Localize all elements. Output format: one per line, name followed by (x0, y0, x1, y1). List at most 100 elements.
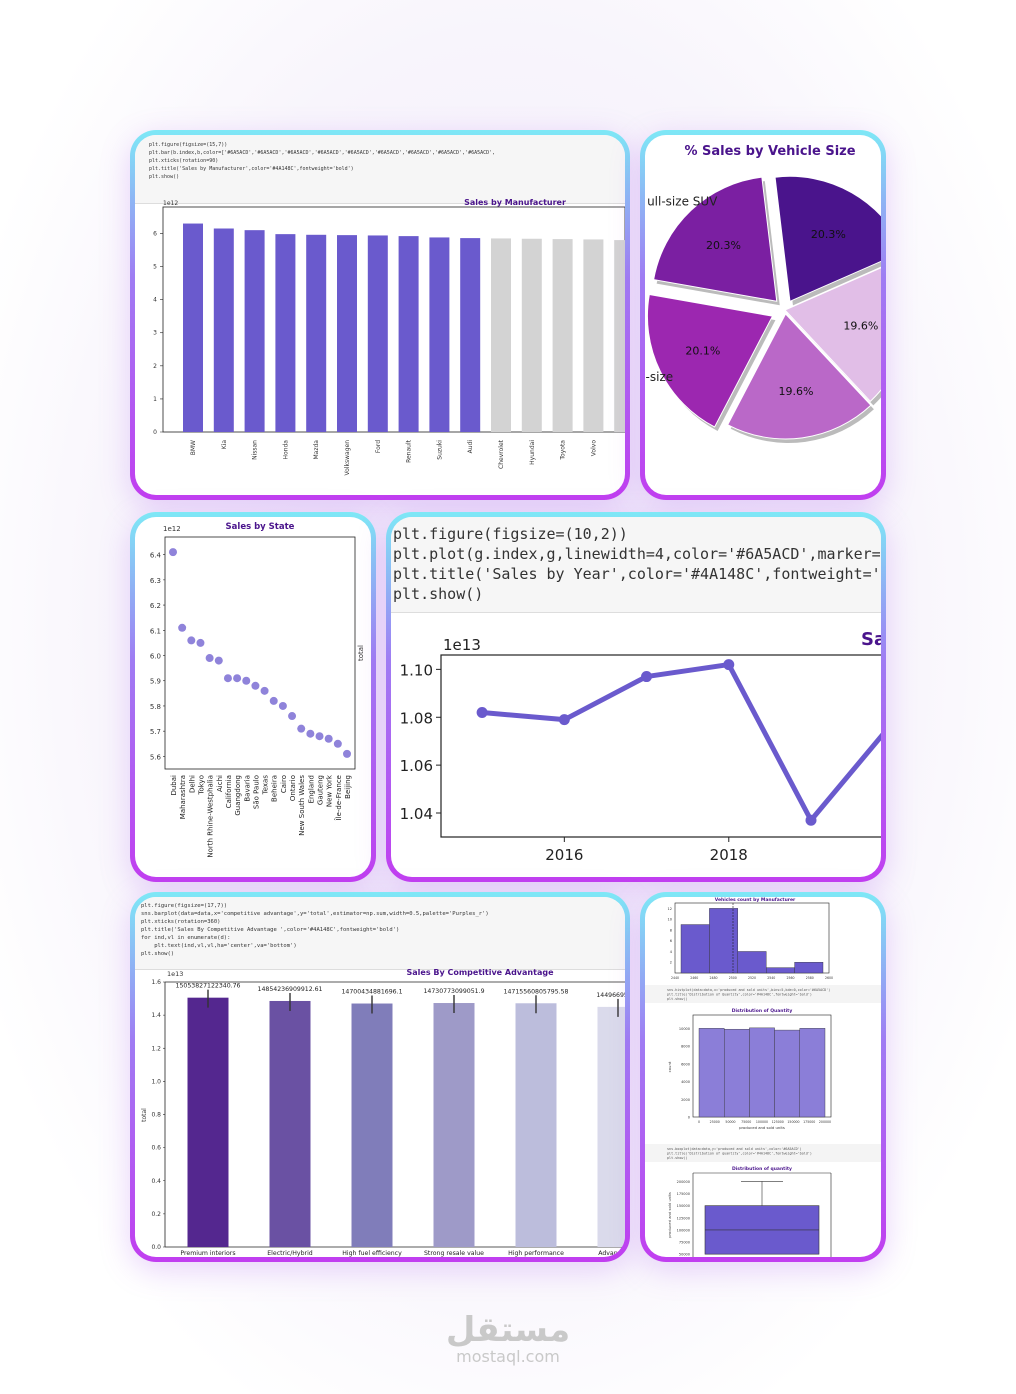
year-code-cell: plt.figure(figsize=(10,2)) plt.plot(g.ind… (391, 517, 881, 613)
x-tick-label: Suzuki (436, 440, 443, 460)
x-tick-label: BMW (190, 440, 197, 455)
bar (213, 228, 234, 432)
offset-label: 1e12 (163, 200, 178, 207)
hist2-y-tick: 0 (688, 1116, 690, 1120)
distribution-panel: Vehicles count by Manufacturer 2 4 6 8 10 12 24… (645, 897, 881, 1257)
x-tick-label: Electric/Hybrid (267, 1250, 313, 1257)
pie-slice (646, 293, 774, 428)
x-tick-label: Bavaria (243, 775, 251, 802)
line-point (641, 671, 653, 683)
hist2-y-tick: 2000 (681, 1098, 690, 1102)
scatter-point (233, 674, 242, 683)
code2-bg (645, 1144, 881, 1162)
plot-frame (162, 206, 625, 433)
x-tick-label: Delhi (188, 775, 196, 793)
y-tick-label: 5.6 (150, 753, 162, 761)
bar (597, 1006, 625, 1247)
y-tick-label: 6.0 (150, 653, 161, 661)
state-panel: Sales by State 1e12 total 5.6 5.7 5.8 5.9 6.0 6.… (135, 517, 371, 877)
x-tick-label: Texas (262, 775, 270, 796)
bar-value-label: 14730773099051.9 (423, 988, 484, 995)
scatter-point (251, 681, 260, 690)
year-panel: plt.figure(figsize=(10,2)) plt.plot(g.ind… (391, 517, 881, 877)
y-tick-label: 0 (153, 429, 157, 436)
x-tick-label: High fuel efficiency (342, 1250, 402, 1257)
bar (614, 240, 625, 432)
hist2-x-tick: 100000 (756, 1120, 768, 1124)
hist2-bar (799, 1028, 826, 1118)
y-tick-label: 0.0 (151, 1244, 161, 1251)
hist2-y-tick: 10000 (679, 1027, 690, 1031)
y-tick-label: 1.2 (151, 1045, 161, 1052)
x-tick-label: Volkswagen (344, 440, 351, 476)
x-tick-label: Ford (375, 440, 382, 453)
code1-line: sns.histplot(data=data,x='produced and s… (667, 988, 830, 992)
hist1-x-tick: 2440 (671, 976, 679, 980)
y-tick-label: 1.4 (151, 1012, 161, 1019)
box-y-tick: 175000 (677, 1192, 690, 1196)
manufacturer-code-cell: plt.figure(figsize=(15,7)) plt.bar(b.inde… (135, 135, 625, 204)
manufacturer-bar-chart: 0 1 2 3 4 5 6 1e12 Sales by Manufacturer BMW Kia Ni… (153, 198, 625, 476)
scatter-point (242, 676, 251, 685)
slice-value-label: 19.6% (843, 320, 878, 333)
y-tick-label: 1.04 (400, 805, 433, 823)
bar (491, 238, 511, 432)
y-tick-label: 4 (153, 297, 157, 304)
box-y-tick: 100000 (677, 1228, 690, 1232)
line-point (805, 814, 817, 826)
y-tick-label: 5.7 (150, 728, 161, 736)
manufacturer-code-line: plt.title('Sales by Manufacturer',color=… (149, 166, 354, 172)
y-tick-label: 5 (153, 264, 157, 271)
hist1-y-tick: 12 (668, 907, 672, 911)
x-tick-label: Beheira (271, 775, 279, 802)
competitive-panel: plt.figure(figsize=(17,7)) sns.barplot(da… (135, 897, 625, 1257)
bar (521, 238, 542, 432)
x-tick-label: Aichi (216, 775, 224, 792)
bar-value-label: 14496695570 (596, 992, 625, 999)
y-tick-label: 6.1 (150, 627, 161, 635)
hist1-bar (709, 908, 739, 974)
x-tick-label: Advanced sa (598, 1250, 625, 1257)
hist2-x-tick: 150000 (787, 1120, 799, 1124)
scatter-point (178, 623, 187, 632)
x-tick-label: High performance (508, 1250, 564, 1257)
state-card: Sales by State 1e12 total 5.6 5.7 5.8 5.9 6.0 6.… (130, 512, 376, 882)
code1-line: plt.title('Distribution of Quantity',col… (667, 993, 812, 997)
y-tick-label: 5.8 (150, 703, 161, 711)
bar (398, 236, 419, 432)
x-tick-label: Nissan (252, 440, 259, 460)
y-tick-label: 6 (153, 230, 157, 237)
slice-label: Full-size (645, 370, 673, 384)
scatter-point (205, 654, 214, 663)
chart-title: Sales by Manufacturer (464, 198, 566, 207)
bar (460, 238, 481, 432)
chart-title: % Sales by Vehicle Size (684, 144, 855, 159)
mostaql-logo-latin: mostaql.com (456, 1347, 560, 1366)
bar (367, 235, 388, 432)
hist2-x-tick: 75000 (741, 1120, 751, 1124)
box-y-tick: 50000 (679, 1253, 690, 1257)
line-point (476, 706, 488, 718)
pie-slice (784, 267, 881, 403)
hist1-x-tick: 2500 (729, 976, 737, 980)
x-tick-label: São Paulo (252, 775, 260, 809)
scatter-point (187, 636, 196, 645)
year-code-line: plt.figure(figsize=(10,2)) (393, 525, 628, 543)
box-y-tick: 150000 (677, 1204, 690, 1208)
x-tick-label: Tokyo (197, 775, 205, 796)
x-tick-label: Audi (467, 440, 474, 454)
bar (583, 239, 604, 432)
manufacturer-panel: plt.figure(figsize=(15,7)) plt.bar(b.inde… (135, 135, 625, 495)
scatter-point (196, 638, 205, 647)
hist1-y-tick: 6 (670, 939, 672, 943)
slice-value-label: 20.3% (811, 228, 846, 241)
code2-line: plt.show() (667, 1156, 687, 1160)
bar (187, 997, 229, 1247)
scatter-point (223, 674, 232, 683)
x-tick-label: Ontario (289, 775, 297, 801)
code2-line: sns.boxplot(data=data,y='produced and so… (667, 1147, 802, 1151)
hist1-bar (680, 924, 710, 974)
x-tick-label: Honda (282, 440, 289, 460)
distribution-card: Vehicles count by Manufacturer 2 4 6 8 10 12 24… (640, 892, 886, 1262)
bar-value-label: 14715560805795.58 (504, 988, 569, 995)
